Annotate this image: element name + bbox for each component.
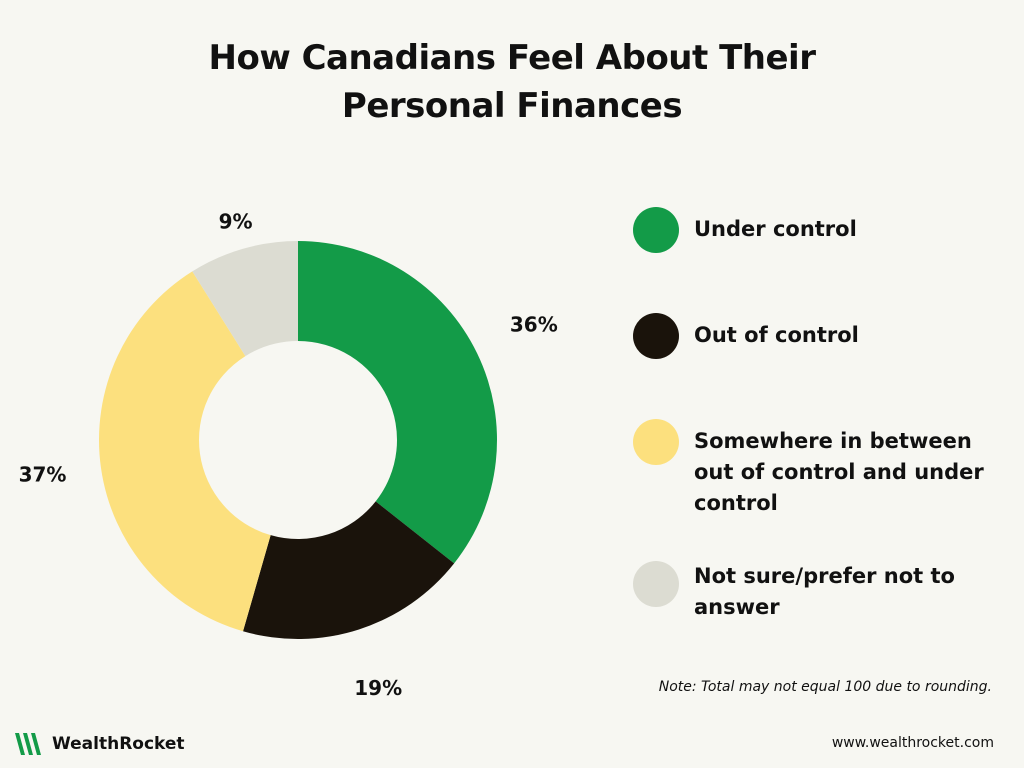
donut-slice-somewhere-in-between-out-of-control-and-under-control	[99, 271, 271, 632]
legend-swatch-out-of-control	[633, 313, 679, 359]
legend-label-somewhere-in-between: Somewhere in between out of control and …	[694, 429, 984, 515]
legend-swatch-not-sure	[633, 561, 679, 607]
chart-title-line-2: Personal Finances	[341, 86, 683, 126]
donut-chart: 36% 19% 37% 9%	[19, 209, 558, 700]
slice-value-label: 19%	[354, 676, 402, 700]
website-url[interactable]: www.wealthrocket.com	[831, 735, 994, 751]
legend-swatch-under-control	[633, 207, 679, 253]
rounding-note: Note: Total may not equal 100 due to rou…	[658, 679, 992, 695]
chart-title-line-1: How Canadians Feel About Their	[208, 38, 816, 78]
chart-title: How Canadians Feel About Their Personal …	[0, 34, 1024, 130]
slice-value-label: 36%	[510, 312, 558, 336]
legend-swatch-somewhere-in-between	[633, 419, 679, 465]
legend-label-under-control: Under control	[694, 217, 857, 241]
brand-name[interactable]: WealthRocket	[52, 734, 185, 754]
donut-slice-not-sure-prefer-not-to-answer	[192, 241, 298, 357]
slice-value-label: 9%	[219, 209, 253, 233]
donut-slice-under-control	[298, 241, 497, 564]
wealthrocket-logo-icon	[15, 733, 41, 755]
donut-slice-out-of-control	[243, 501, 455, 639]
legend-label-not-sure: Not sure/prefer not to answer	[694, 564, 955, 619]
legend-label-out-of-control: Out of control	[694, 323, 859, 347]
slice-value-label: 37%	[19, 462, 67, 486]
